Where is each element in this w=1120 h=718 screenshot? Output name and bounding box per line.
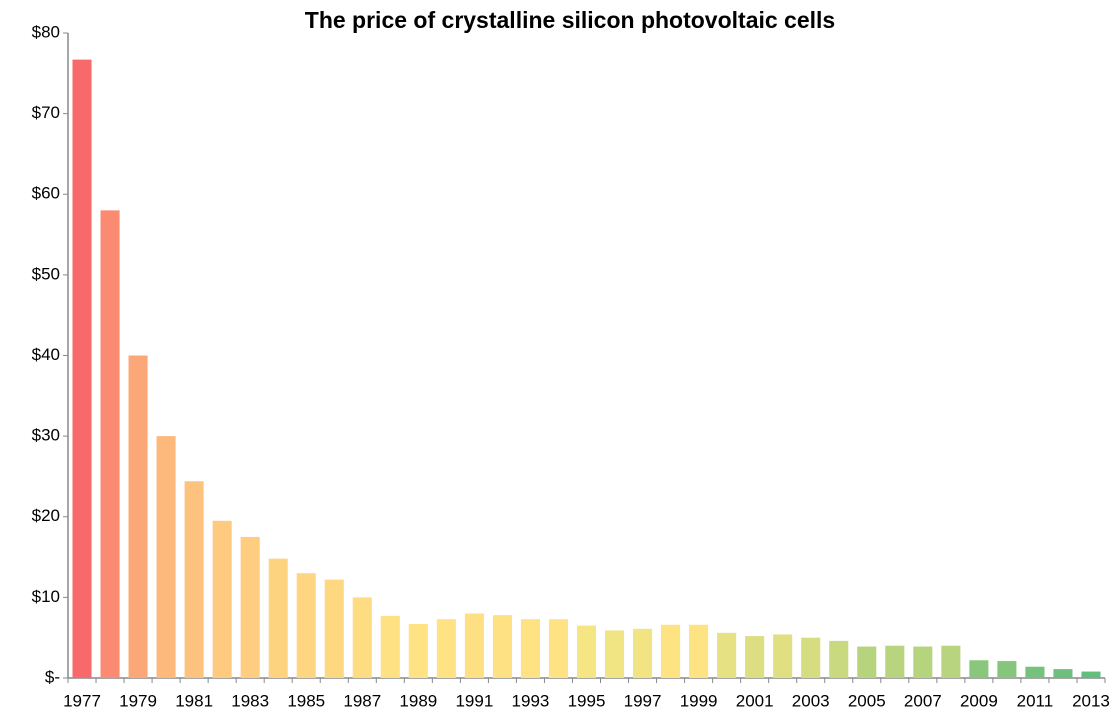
bar	[1081, 671, 1101, 678]
x-tick-label: 2007	[904, 691, 942, 710]
x-tick-label: 1979	[119, 691, 157, 710]
x-tick-label: 1995	[568, 691, 606, 710]
bar	[380, 615, 400, 678]
x-tick-label: 1983	[231, 691, 269, 710]
x-tick-label: 2003	[792, 691, 830, 710]
x-tick-label: 1993	[512, 691, 550, 710]
bar	[801, 637, 821, 678]
x-tick-label: 2013	[1072, 691, 1110, 710]
bar	[773, 634, 793, 678]
bar	[997, 661, 1017, 678]
bar	[156, 436, 176, 678]
bar	[520, 619, 540, 678]
x-tick-label: 2011	[1017, 691, 1054, 710]
bar	[464, 613, 484, 678]
bar	[100, 210, 120, 678]
x-tick-label: 1997	[624, 691, 662, 710]
bar	[633, 628, 653, 678]
y-tick-label: $70	[32, 103, 60, 122]
x-tick-label: 2001	[736, 691, 774, 710]
bar	[240, 536, 260, 678]
y-tick-label: $80	[32, 22, 60, 41]
bar	[408, 623, 428, 678]
y-tick-label: $50	[32, 264, 60, 283]
bar	[661, 624, 681, 678]
y-tick-label: $40	[32, 345, 60, 364]
bar	[324, 579, 344, 678]
x-tick-label: 1977	[63, 691, 101, 710]
bar	[548, 619, 569, 678]
y-tick-label: $30	[32, 426, 60, 445]
x-tick-label: 1981	[175, 691, 213, 710]
bar	[184, 481, 204, 678]
x-tick-label: 2009	[960, 691, 998, 710]
bar	[941, 645, 961, 678]
x-tick-label: 1985	[287, 691, 325, 710]
bar	[689, 624, 709, 678]
y-tick-label: $20	[32, 506, 60, 525]
bar	[857, 646, 877, 678]
y-tick-label: $60	[32, 184, 60, 203]
bar	[717, 632, 737, 678]
bar	[436, 619, 456, 678]
bar	[576, 625, 597, 678]
chart-title: The price of crystalline silicon photovo…	[305, 7, 835, 33]
bar	[604, 630, 625, 678]
bar	[492, 615, 512, 678]
x-tick-label: 1989	[399, 691, 437, 710]
x-tick-label: 1991	[455, 691, 493, 710]
y-tick-label: $10	[32, 587, 60, 606]
bar	[72, 59, 92, 678]
bar	[352, 597, 372, 678]
bar	[268, 558, 288, 678]
bar	[128, 355, 148, 678]
bar	[969, 660, 989, 678]
bar	[829, 640, 849, 678]
y-tick-label: $-	[45, 667, 60, 686]
bar	[296, 573, 316, 678]
x-tick-label: 2005	[848, 691, 886, 710]
bar	[913, 646, 933, 678]
bar	[885, 645, 905, 678]
x-tick-label: 1987	[343, 691, 381, 710]
bar	[212, 520, 232, 678]
bar	[745, 636, 765, 678]
x-tick-label: 1999	[680, 691, 718, 710]
bar	[1053, 669, 1073, 678]
bar	[1025, 666, 1045, 678]
